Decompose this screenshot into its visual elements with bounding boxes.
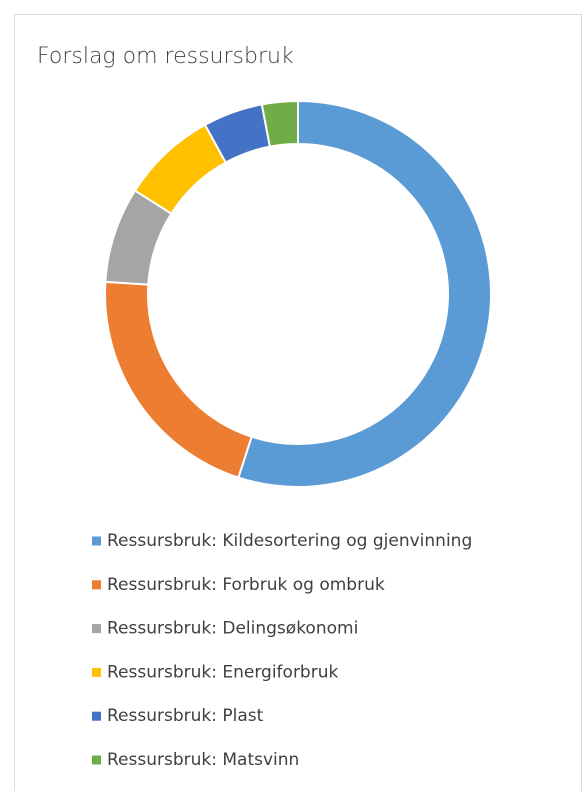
legend-swatch <box>92 667 101 677</box>
donut-segment <box>260 99 299 148</box>
legend-swatch <box>92 624 101 634</box>
legend-label: Ressursbruk: Matsvinn <box>107 750 299 770</box>
legend-label: Ressursbruk: Kildesortering og gjenvinni… <box>107 531 472 551</box>
legend-swatch <box>92 755 101 765</box>
chart-title: Forslag om ressursbruk <box>37 44 294 69</box>
legend-swatch <box>92 536 101 546</box>
legend-label: Ressursbruk: Forbruk og ombruk <box>107 575 385 595</box>
legend-swatch <box>92 580 101 590</box>
legend-label: Ressursbruk: Delingsøkonomi <box>107 619 358 639</box>
legend-swatch <box>92 711 101 721</box>
donut-segment <box>237 99 492 488</box>
legend-label: Ressursbruk: Plast <box>107 706 264 726</box>
legend-label: Ressursbruk: Energiforbruk <box>107 662 338 682</box>
